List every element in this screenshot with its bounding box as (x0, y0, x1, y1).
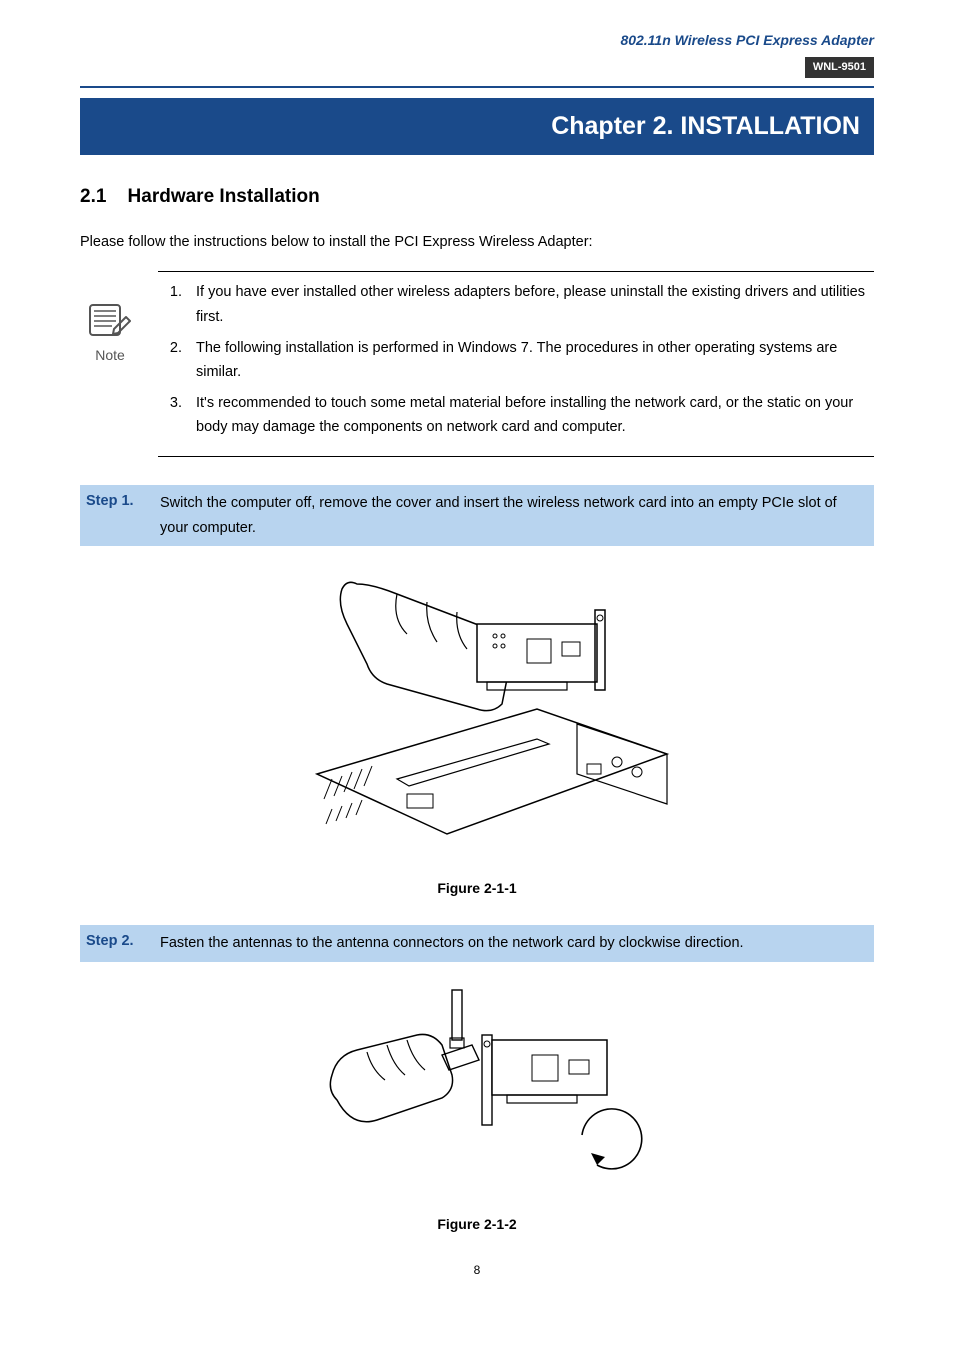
note-list-container: If you have ever installed other wireles… (158, 271, 874, 457)
page-header: 802.11n Wireless PCI Express Adapter WNL… (80, 30, 874, 78)
fasten-antenna-illustration (307, 980, 647, 1200)
note-block: Note If you have ever installed other wi… (80, 271, 874, 457)
figure-block: Figure 2-1-1 (80, 564, 874, 899)
product-title: 802.11n Wireless PCI Express Adapter (80, 30, 874, 51)
note-label: Note (95, 345, 125, 366)
install-card-illustration (277, 564, 677, 864)
chapter-title-bar: Chapter 2. INSTALLATION (80, 98, 874, 156)
step-label: Step 2. (86, 931, 160, 953)
document-page: 802.11n Wireless PCI Express Adapter WNL… (0, 0, 954, 1299)
note-icon (86, 299, 134, 341)
step-text: Switch the computer off, remove the cove… (160, 491, 866, 540)
figure-caption: Figure 2-1-1 (80, 878, 874, 899)
section-title: Hardware Installation (128, 186, 320, 207)
figure-block: Figure 2-1-2 (80, 980, 874, 1235)
note-item: The following installation is performed … (186, 336, 870, 385)
section-number: 2.1 (80, 186, 106, 207)
step-row: Step 2. Fasten the antennas to the anten… (80, 925, 874, 962)
intro-paragraph: Please follow the instructions below to … (80, 232, 874, 254)
header-divider (80, 86, 874, 88)
section-heading: 2.1 Hardware Installation (80, 183, 874, 212)
note-item: If you have ever installed other wireles… (186, 280, 870, 329)
note-list: If you have ever installed other wireles… (162, 280, 870, 440)
figure-caption: Figure 2-1-2 (80, 1214, 874, 1235)
note-item: It's recommended to touch some metal mat… (186, 391, 870, 440)
note-icon-wrap: Note (80, 299, 140, 366)
model-badge: WNL-9501 (805, 57, 874, 78)
page-number: 8 (80, 1261, 874, 1279)
step-text: Fasten the antennas to the antenna conne… (160, 931, 866, 956)
step-row: Step 1. Switch the computer off, remove … (80, 485, 874, 546)
step-label: Step 1. (86, 491, 160, 513)
